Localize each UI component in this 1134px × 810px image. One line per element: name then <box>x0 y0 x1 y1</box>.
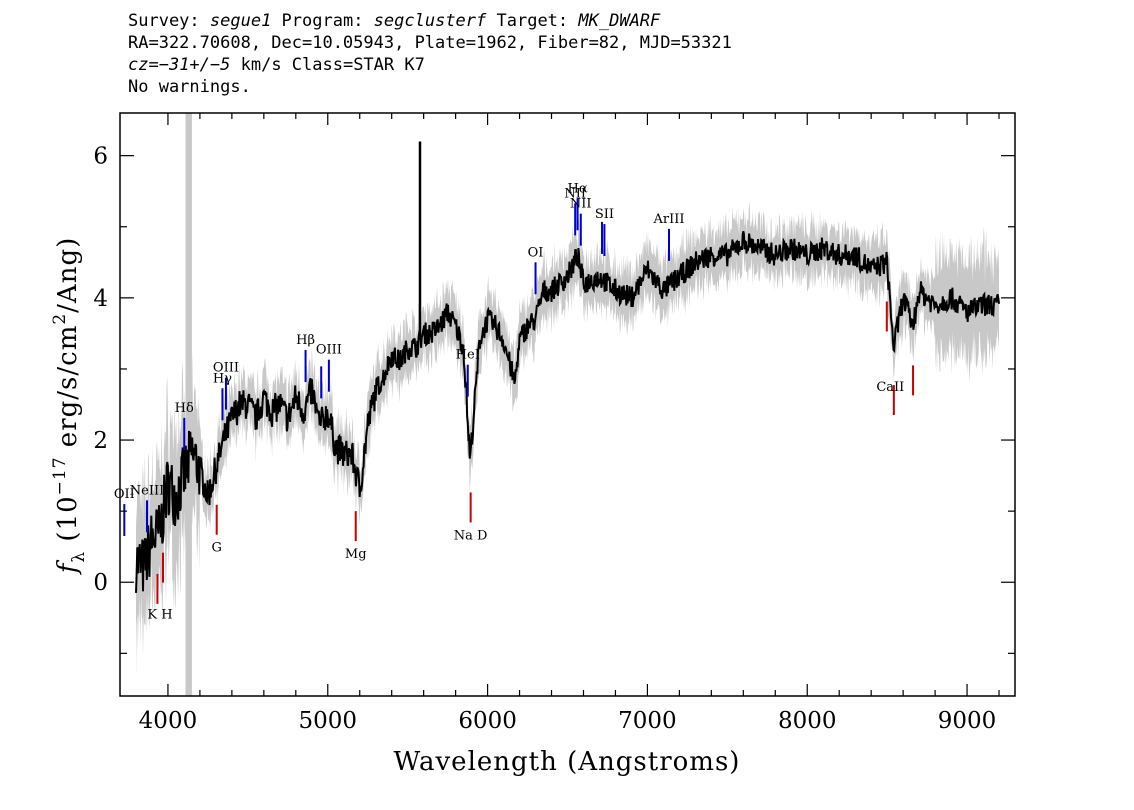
x-tick-label: 8000 <box>778 708 837 734</box>
emission-line-label: OIII <box>213 361 239 376</box>
header-line-3: cz=−31+/−5 km/s Class=STAR K7 <box>128 54 732 76</box>
absorption-line-label: Na D <box>454 528 488 543</box>
flux-series-line <box>135 231 1000 593</box>
survey-label: Survey: <box>128 11 210 31</box>
x-tick-label: 7000 <box>618 708 677 734</box>
cz-label: cz= <box>128 55 159 75</box>
x-tick-label: 9000 <box>938 708 997 734</box>
emission-line-label: HeI <box>456 348 480 363</box>
y-axis-label: fλ (10−17 erg/s/cm2/Ang) <box>50 237 89 576</box>
absorption-line-label: CaII <box>876 380 904 395</box>
absorption-line-label: K H <box>147 608 172 623</box>
emission-line-label: NeIII <box>130 483 164 498</box>
class-text: km/s Class=STAR K7 <box>230 55 425 75</box>
emission-line-label: Hβ <box>296 333 315 348</box>
emission-line-label: Hγ <box>213 371 232 386</box>
emission-line-label: NII <box>570 197 592 212</box>
survey-value: segue1 <box>209 11 272 31</box>
flux-error-envelope <box>136 200 999 679</box>
emission-line-label: OII <box>114 487 135 502</box>
emission-line-label: SII <box>595 207 614 222</box>
header-line-1: Survey: segue1 Program: segclusterf Targ… <box>128 10 732 32</box>
y-tick-label: 6 <box>93 144 108 170</box>
emission-line-label: NII <box>564 186 586 201</box>
target-value: MK_DWARF <box>578 11 661 31</box>
x-tick-label: 5000 <box>298 708 357 734</box>
emission-line-label: Hα <box>568 181 588 196</box>
y-tick-label: 2 <box>93 428 108 454</box>
emission-line-label: OIII <box>316 343 342 358</box>
absorption-line-label: Mg <box>345 547 367 562</box>
x-axis-label: Wavelength (Angstroms) <box>394 747 741 777</box>
program-value: segclusterf <box>373 11 487 31</box>
x-tick-label: 6000 <box>458 708 517 734</box>
header-line-4: No warnings. <box>128 77 251 97</box>
cz-value: −31+/−5 <box>158 55 231 75</box>
emission-line-label: ArIII <box>652 212 684 227</box>
plot-frame <box>119 112 1016 697</box>
emission-line-label: Hδ <box>175 401 194 416</box>
emission-line-label: OI <box>528 245 544 260</box>
y-tick-label: 0 <box>93 570 108 596</box>
y-tick-label: 4 <box>93 286 108 312</box>
spectrum-header: Survey: segue1 Program: segclusterf Targ… <box>128 10 732 98</box>
program-label: Program: <box>271 11 374 31</box>
x-tick-label: 4000 <box>139 708 198 734</box>
target-label: Target: <box>486 11 579 31</box>
absorption-line-label: G <box>211 541 221 556</box>
header-line-2: RA=322.70608, Dec=10.05943, Plate=1962, … <box>128 33 732 53</box>
